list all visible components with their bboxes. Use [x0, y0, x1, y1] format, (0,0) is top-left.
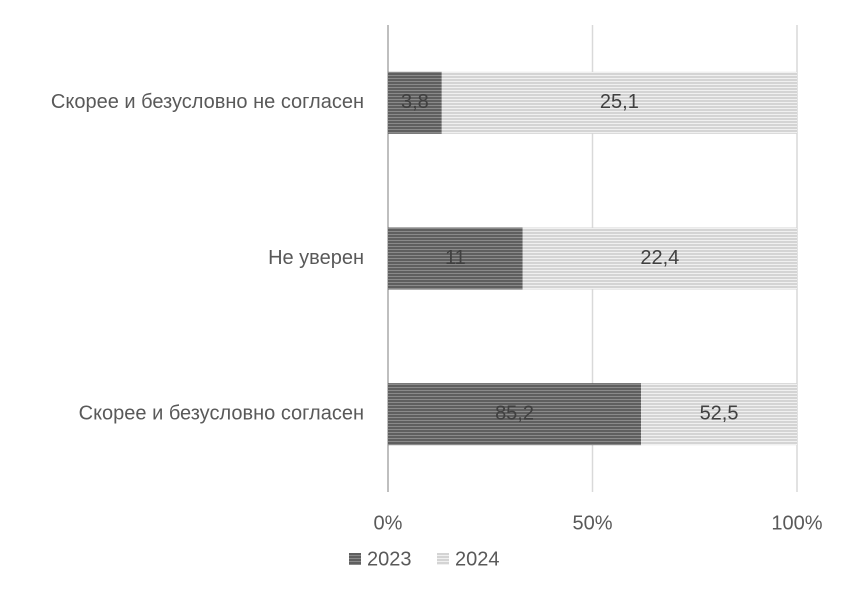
- data-label: 25,1: [600, 91, 639, 113]
- bar-segment: [388, 383, 642, 446]
- y-tick-label: Скорее и безусловно не согласен: [51, 91, 364, 113]
- data-label: 11: [445, 247, 466, 269]
- bar-segment: [388, 227, 523, 290]
- data-label: 22,4: [640, 247, 679, 269]
- y-tick-label: Не уверен: [268, 247, 364, 269]
- bar-segment: [641, 383, 797, 446]
- data-label: 3,8: [401, 91, 429, 113]
- data-label: 52,5: [700, 402, 739, 424]
- legend-swatch: [349, 553, 361, 565]
- y-tick-label: Скорее и безусловно согласен: [79, 402, 364, 424]
- x-tick-label: 50%: [572, 512, 612, 534]
- legend-label: 2024: [455, 548, 500, 570]
- x-tick-label: 100%: [771, 512, 822, 534]
- legend-swatch: [437, 553, 449, 565]
- bar-segment: [522, 227, 797, 290]
- data-label: 85,2: [495, 402, 534, 424]
- bar-segment: [388, 71, 442, 134]
- legend-label: 2023: [367, 548, 412, 570]
- bar-segment: [441, 71, 797, 134]
- x-tick-label: 0%: [374, 512, 403, 534]
